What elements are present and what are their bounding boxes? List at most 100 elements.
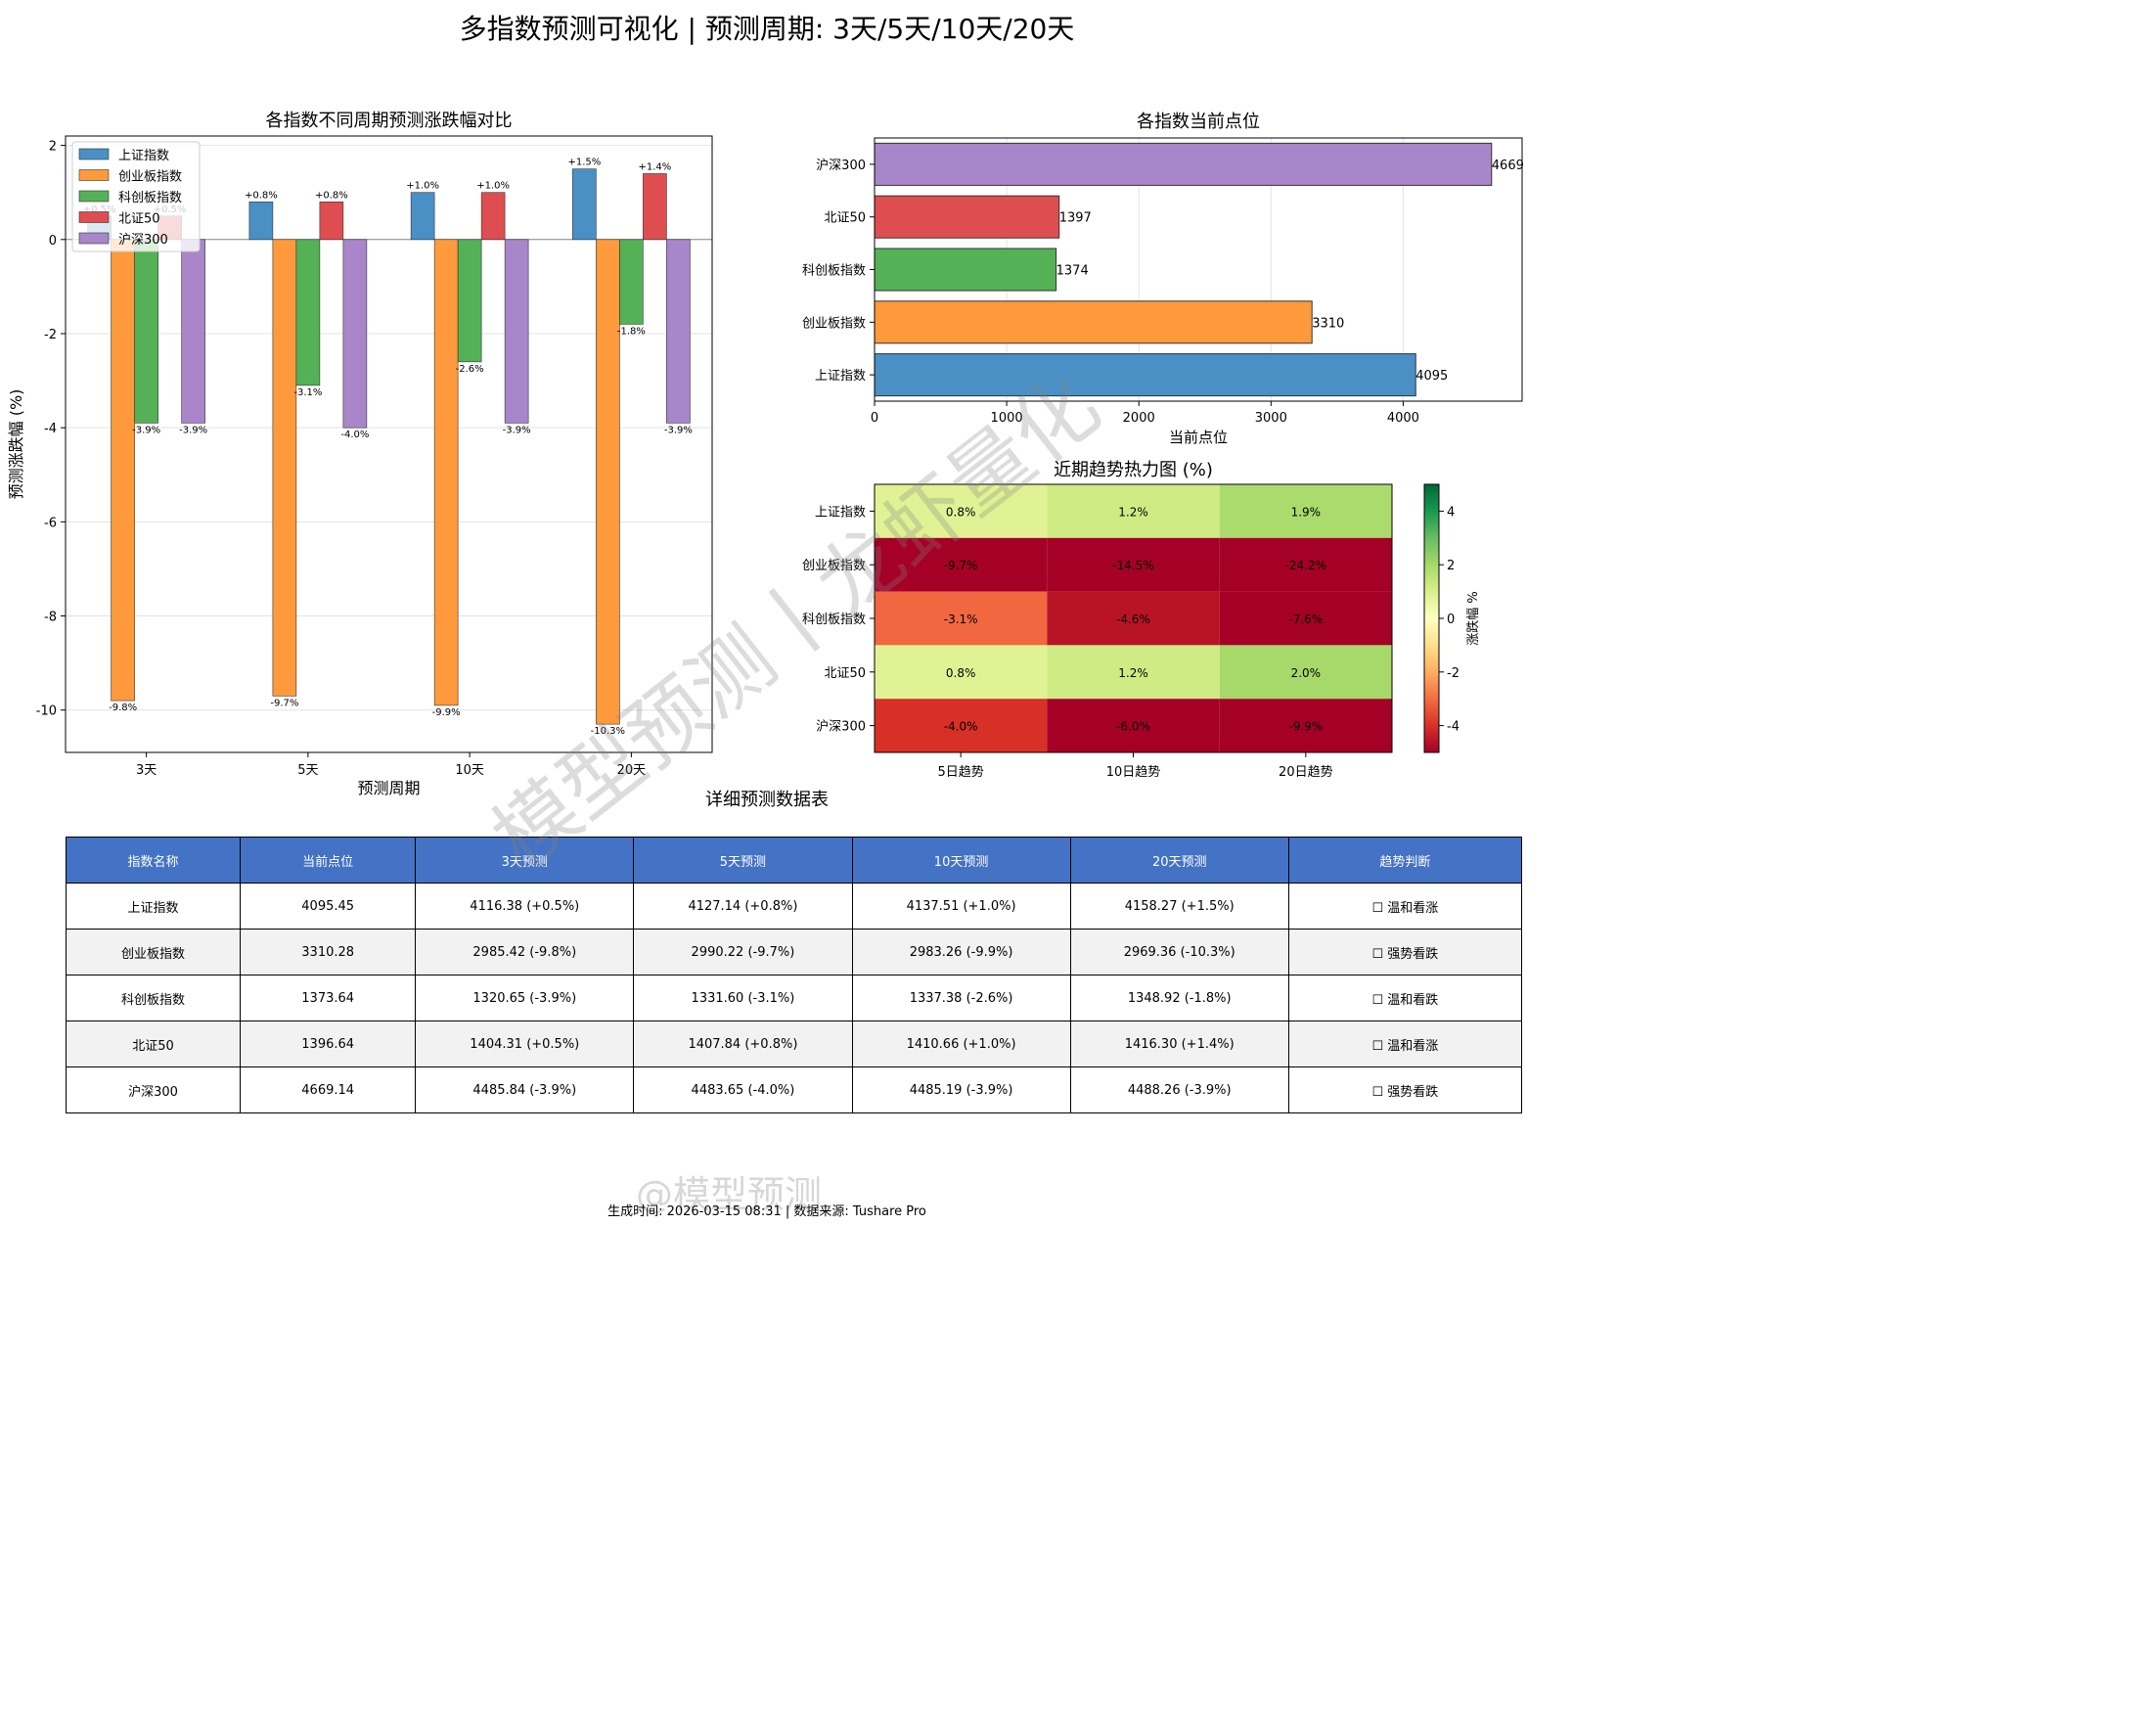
cell-value: 1.9% <box>1291 505 1322 519</box>
table-cell: 4127.14 (+0.8%) <box>633 883 853 930</box>
y-tick-label: -8 <box>44 611 57 625</box>
data-label: +1.4% <box>638 161 671 172</box>
hbar-chart-levels: 各指数当前点位 0 1000 2000 3000 4000 沪深300 4669 北证50 139… <box>802 112 1524 446</box>
colorbar-tick-label: -4 <box>1447 720 1460 735</box>
plot-frame <box>874 483 1393 753</box>
bar-创业板指数-5天 <box>272 239 297 697</box>
cell-value: 2.0% <box>1291 666 1322 680</box>
table-row: 创业板指数 3310.28 2985.42 (-9.8%) 2990.22 (-9.7… <box>65 929 1523 975</box>
table-header-row: 指数名称 当前点位 3天预测 5天预测 10天预测 20天预测 趋势判断 <box>65 837 1523 884</box>
table-cell: 创业板指数 <box>65 929 242 975</box>
colorbar-tick-label: 0 <box>1447 612 1455 627</box>
table-cell: ☐ 温和看涨 <box>1287 883 1523 930</box>
data-label: +0.8% <box>245 190 278 201</box>
cell-value: -6.0% <box>1116 720 1150 734</box>
heat-cell <box>1219 645 1392 700</box>
table-cell: 4095.45 <box>240 883 417 930</box>
table-cell: 2990.22 (-9.7%) <box>633 929 853 975</box>
table-cell: ☐ 温和看跌 <box>1287 975 1523 1021</box>
y-tick-label: 创业板指数 <box>802 316 866 331</box>
y-tick-label: -2 <box>44 328 57 342</box>
cell-value: 0.8% <box>946 666 976 680</box>
table-row: 沪深300 4669.14 4485.84 (-3.9%) 4483.65 (-4.0… <box>65 1066 1523 1113</box>
table-cell: 1337.38 (-2.6%) <box>851 975 1071 1021</box>
cell-value: -9.9% <box>1288 720 1323 734</box>
x-tick-label: 4000 <box>1387 411 1419 426</box>
x-tick-label: 1000 <box>991 411 1023 426</box>
y-tick-label: -6 <box>44 516 57 530</box>
hbar-沪深300 <box>874 142 1493 186</box>
table-cell: 1348.92 (-1.8%) <box>1069 975 1289 1021</box>
hbar-上证指数 <box>874 353 1416 397</box>
main-title: 多指数预测可视化 | 预测周期: 3天/5天/10天/20天 <box>459 13 1075 45</box>
heat-cell <box>875 645 1048 700</box>
x-tick-label: 3天 <box>136 763 157 778</box>
colorbar-label: 涨跌幅 % <box>1465 591 1481 646</box>
table-cell: 上证指数 <box>65 883 242 930</box>
heat-cell <box>875 591 1048 646</box>
heat-cell <box>1047 484 1220 538</box>
hbar-北证50 <box>874 195 1060 239</box>
table-cell: 3310.28 <box>240 929 417 975</box>
y-tick-label: 0 <box>49 234 57 249</box>
table-cell: 4485.84 (-3.9%) <box>415 1066 635 1113</box>
table-cell: 4485.19 (-3.9%) <box>851 1066 1071 1113</box>
plot-frame <box>65 135 713 753</box>
heat-cell <box>1047 591 1220 646</box>
table-cell: 2969.36 (-10.3%) <box>1069 929 1289 975</box>
value-label: 1397 <box>1059 211 1092 226</box>
column-header: 3天预测 <box>415 837 635 884</box>
x-tick-label: 2000 <box>1123 411 1155 426</box>
heat-cell <box>875 699 1048 752</box>
legend-swatch <box>78 169 110 181</box>
column-label: 5日趋势 <box>938 764 984 780</box>
table-cell: ☐ 温和看涨 <box>1287 1021 1523 1067</box>
table-cell: 1416.30 (+1.4%) <box>1069 1021 1289 1067</box>
heatmap-trend: 近期趋势热力图 (%) 上证指数 0.8% 1.2% 1.9% 创业板指数 -9.7% -14… <box>802 460 1481 780</box>
bar-北证50-10天 <box>480 192 506 241</box>
row-label: 上证指数 <box>815 505 866 520</box>
table-cell: 1331.60 (-3.1%) <box>633 975 853 1021</box>
x-tick-label: 10天 <box>455 763 484 778</box>
hbar-chart-title: 各指数当前点位 <box>1137 112 1260 132</box>
table-row: 上证指数 4095.45 4116.38 (+0.5%) 4127.14 (+0.8%… <box>65 883 1523 930</box>
cell-value: -3.1% <box>944 612 978 626</box>
bar-chart-forecast: 各指数不同周期预测涨跌幅对比20-2-4-6-8-103天+0.5%-9.8%-… <box>7 111 713 797</box>
table-cell: 4483.65 (-4.0%) <box>633 1066 853 1113</box>
legend-swatch <box>78 148 110 160</box>
bar-chart-title: 各指数不同周期预测涨跌幅对比 <box>266 111 513 131</box>
data-label: -3.9% <box>664 425 693 435</box>
data-label: -2.6% <box>456 364 484 375</box>
value-label: 4095 <box>1415 369 1448 384</box>
y-tick-label: 科创板指数 <box>802 264 866 279</box>
legend-label: 北证50 <box>118 212 160 227</box>
bar-创业板指数-20天 <box>596 239 620 725</box>
table-row: 北证50 1396.64 1404.31 (+0.5%) 1407.84 (+0.8%… <box>65 1021 1523 1067</box>
cell-value: -24.2% <box>1285 559 1326 572</box>
colorbar-tick-label: 2 <box>1447 559 1455 573</box>
x-tick-label: 20天 <box>617 763 647 778</box>
table-cell: 1396.64 <box>240 1021 417 1067</box>
cell-value: -4.6% <box>1116 612 1150 626</box>
bar-上证指数-20天 <box>572 168 597 241</box>
legend-label: 科创板指数 <box>118 191 182 205</box>
hbar-科创板指数 <box>874 248 1057 292</box>
y-tick-label: 北证50 <box>824 211 866 226</box>
y-tick-label: 上证指数 <box>815 369 866 384</box>
value-label: 1374 <box>1056 264 1089 279</box>
x-tick-label: 5天 <box>297 763 318 778</box>
data-label: -1.8% <box>617 326 646 337</box>
bar-沪深300-5天 <box>342 239 368 429</box>
y-tick-label: -4 <box>44 422 57 436</box>
heat-cell <box>1219 699 1392 752</box>
table-cell: 1373.64 <box>240 975 417 1021</box>
data-label: -3.1% <box>293 387 322 398</box>
table-row: 科创板指数 1373.64 1320.65 (-3.9%) 1331.60 (-3.1… <box>65 975 1523 1021</box>
data-label: +1.5% <box>567 158 601 168</box>
x-tick-label: 0 <box>871 411 878 426</box>
table-cell: 北证50 <box>65 1021 242 1067</box>
bar-创业板指数-10天 <box>433 239 459 706</box>
bar-沪深300-10天 <box>504 239 529 424</box>
column-header: 当前点位 <box>240 837 417 884</box>
